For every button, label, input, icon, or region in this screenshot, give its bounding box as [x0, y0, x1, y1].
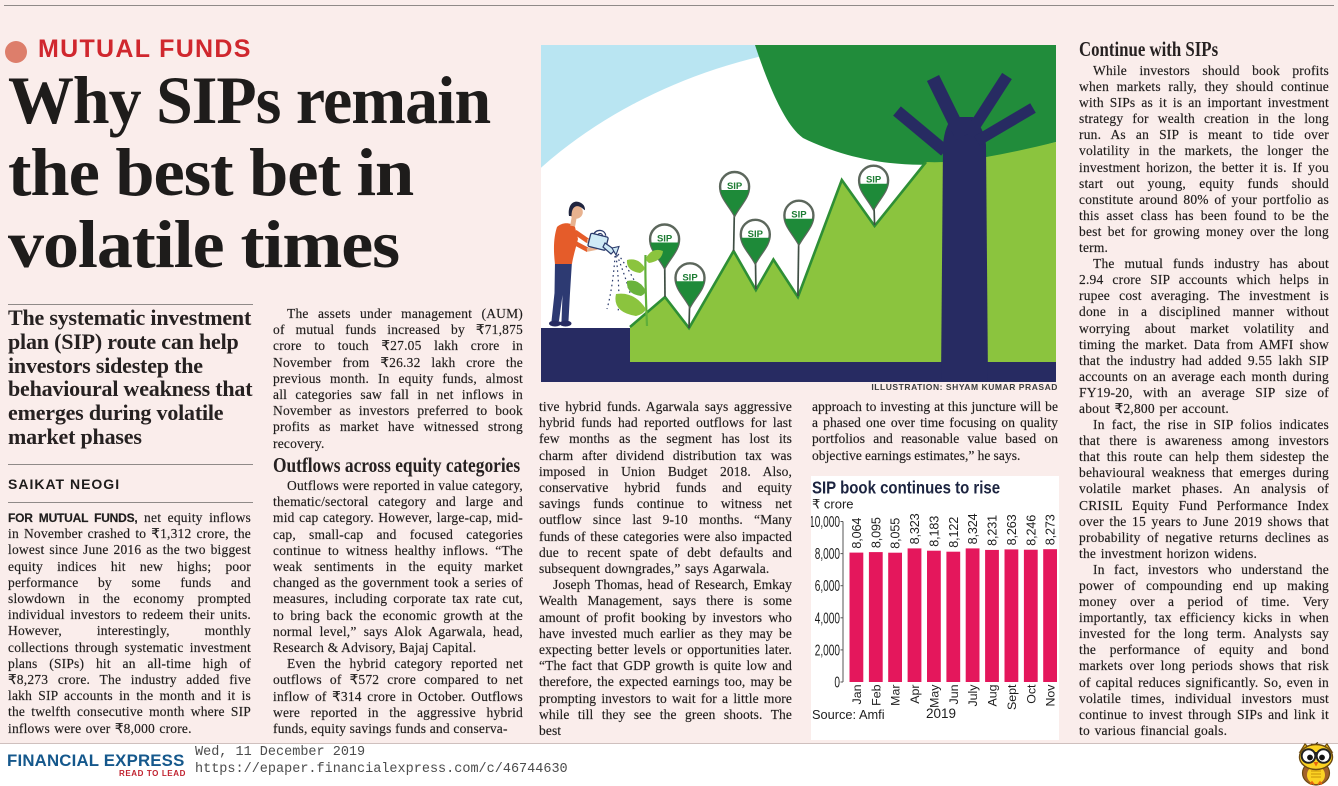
svg-text:July: July: [966, 684, 980, 707]
svg-text:8,183: 8,183: [927, 516, 941, 547]
svg-text:Jun: Jun: [947, 684, 961, 704]
svg-text:Feb: Feb: [869, 684, 883, 705]
svg-text:4,000: 4,000: [815, 609, 840, 627]
svg-text:2,000: 2,000: [815, 641, 840, 659]
svg-text:Nov: Nov: [1044, 684, 1058, 707]
svg-text:₹ crore: ₹ crore: [812, 497, 854, 512]
svg-text:8,273: 8,273: [1044, 514, 1058, 545]
svg-text:0: 0: [834, 673, 840, 691]
svg-text:10,000: 10,000: [811, 513, 840, 531]
svg-text:8,324: 8,324: [966, 513, 980, 544]
svg-text:8,246: 8,246: [1024, 515, 1038, 546]
svg-text:8,064: 8,064: [850, 518, 864, 549]
svg-text:Mar: Mar: [889, 685, 903, 706]
svg-text:8,122: 8,122: [947, 517, 961, 548]
svg-text:Source: Amfi: Source: Amfi: [812, 707, 885, 722]
svg-text:Apr: Apr: [908, 685, 922, 704]
svg-text:Jan: Jan: [850, 684, 864, 704]
svg-text:8,000: 8,000: [815, 545, 840, 563]
svg-text:8,323: 8,323: [908, 513, 922, 544]
svg-text:SIP book continues to rise: SIP book continues to rise: [812, 477, 1000, 498]
svg-text:May: May: [927, 684, 941, 708]
svg-text:8,055: 8,055: [889, 518, 903, 549]
svg-text:6,000: 6,000: [815, 577, 840, 595]
svg-text:Aug: Aug: [986, 684, 1000, 706]
svg-text:Oct: Oct: [1024, 684, 1038, 704]
svg-text:8,231: 8,231: [986, 515, 1000, 546]
svg-text:8,095: 8,095: [869, 517, 883, 548]
svg-text:8,263: 8,263: [1005, 514, 1019, 545]
svg-text:Sept: Sept: [1005, 684, 1019, 710]
svg-text:2019: 2019: [926, 706, 956, 721]
